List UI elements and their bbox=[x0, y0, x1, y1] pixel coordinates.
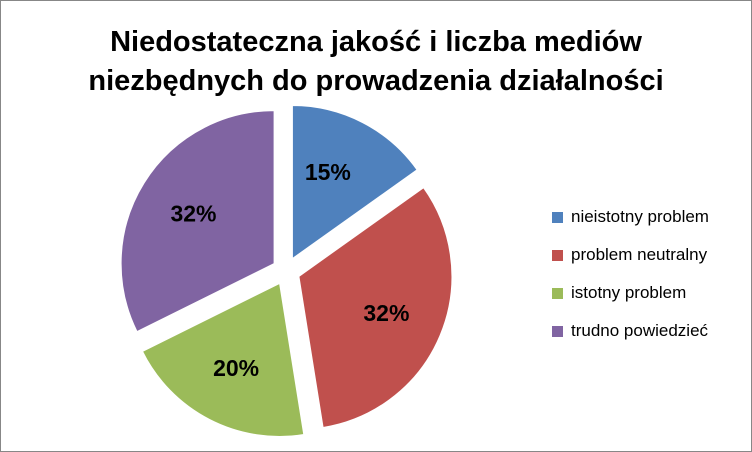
pie-data-labels: 15% 32% 20% 32% bbox=[170, 159, 409, 381]
pie-slice-1 bbox=[291, 105, 418, 260]
pie-slice-2 bbox=[298, 186, 453, 429]
legend: nieistotny problem problem neutralny istot… bbox=[552, 204, 709, 356]
legend-label-4: trudno powiedzieć bbox=[571, 321, 709, 340]
legend-item-3: istotny problem bbox=[552, 280, 709, 306]
data-label-2: 32% bbox=[363, 300, 409, 326]
chart-title-line-2: niezbędnych do prowadzenia działalności bbox=[88, 65, 664, 97]
legend-item-1: nieistotny problem bbox=[552, 204, 709, 230]
pie-slices bbox=[120, 105, 453, 437]
data-label-1: 15% bbox=[305, 159, 351, 185]
data-label-3: 20% bbox=[213, 355, 259, 381]
legend-item-2: problem neutralny bbox=[552, 242, 709, 268]
chart-title-line-1: Niedostateczna jakość i liczba mediów bbox=[110, 26, 642, 58]
legend-item-4: trudno powiedzieć bbox=[552, 318, 709, 344]
chart-title: Niedostateczna jakość i liczba mediów ni… bbox=[1, 23, 751, 101]
pie-slice-4 bbox=[120, 110, 275, 333]
legend-label-1: nieistotny problem bbox=[571, 207, 709, 226]
legend-label-2: problem neutralny bbox=[571, 245, 708, 264]
legend-swatch-3 bbox=[552, 287, 563, 299]
data-label-4: 32% bbox=[170, 201, 216, 227]
legend-swatch-4 bbox=[552, 325, 563, 337]
pie-slice-3 bbox=[141, 282, 305, 437]
legend-label-3: istotny problem bbox=[571, 283, 687, 302]
legend-swatch-1 bbox=[552, 211, 563, 223]
legend-swatch-2 bbox=[552, 249, 563, 261]
